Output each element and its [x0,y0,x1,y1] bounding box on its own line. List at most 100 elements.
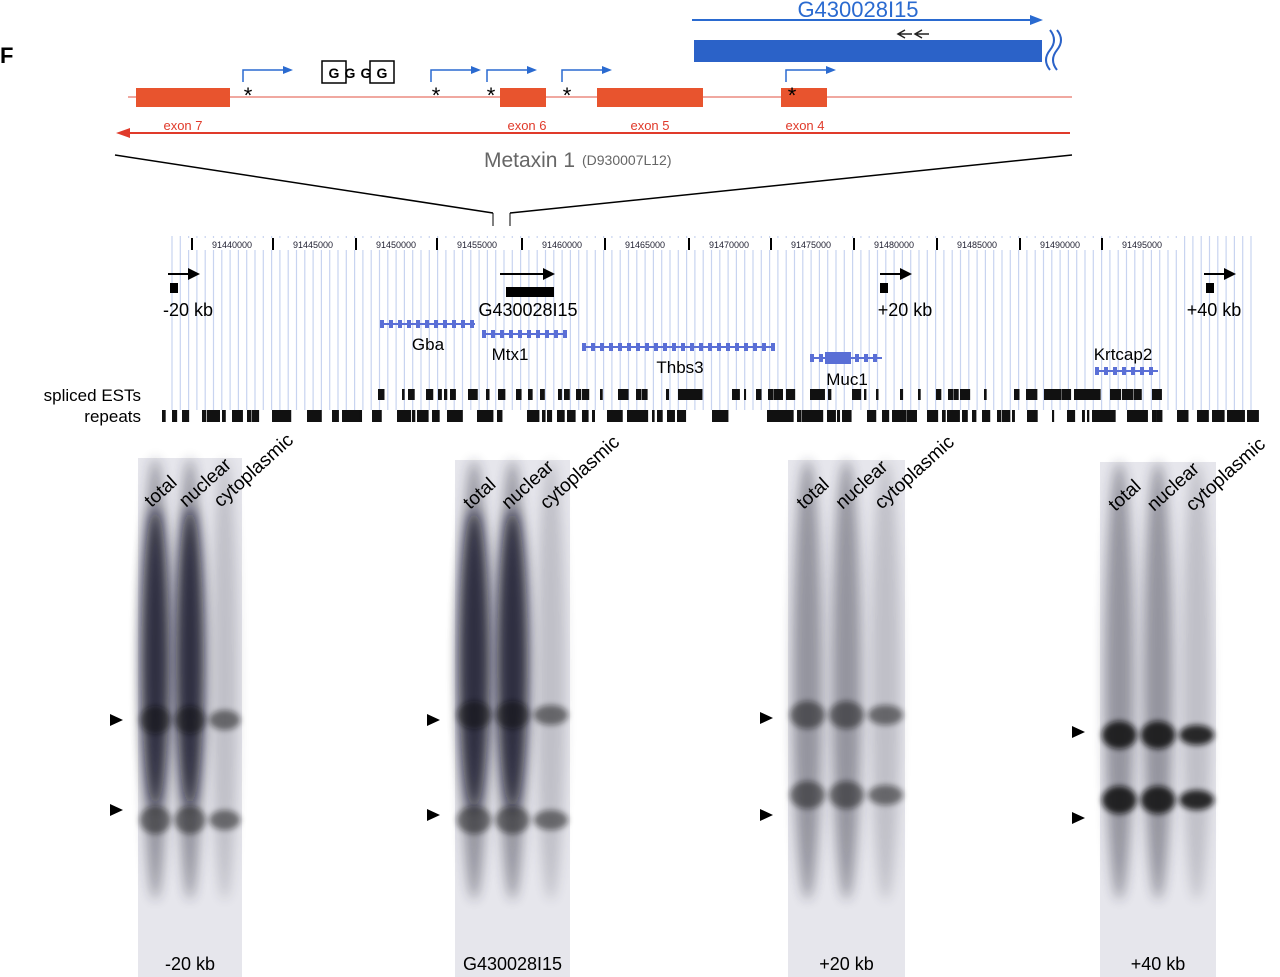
repeat-block [997,410,1002,422]
repeat-block [497,410,503,422]
coordinate: 91475000 [791,240,831,250]
exon-box [380,320,384,328]
est-block [948,389,954,400]
smear [1143,462,1173,900]
band [867,785,904,805]
star: * [432,83,441,108]
arrow-head [900,268,912,280]
repeat-block [287,410,292,422]
repeat-block [907,410,917,422]
repeat-block [1137,410,1148,422]
est-block [858,389,862,400]
repeat-block [567,410,576,422]
exon-box [708,343,712,351]
est-block [690,389,698,400]
band [1179,725,1215,745]
est-block [756,389,762,400]
exon-box [726,343,730,351]
est-block [828,389,832,400]
repeat-block [372,410,380,422]
repeat-block [1152,410,1157,422]
est-block [558,389,562,400]
star: * [788,83,797,108]
exon-box [1131,367,1135,375]
arrowhead-marker [110,714,123,726]
repeat-block [202,410,207,422]
exon-box [536,330,540,338]
repeat-block [432,410,440,422]
gene-alias: (D930007L12) [582,152,672,168]
est-block [966,389,971,400]
coordinate: 91445000 [293,240,333,250]
exon-box [681,343,685,351]
probe-box [1206,283,1214,293]
repeat-block [542,410,546,422]
probe-label: +20 kb [878,300,933,320]
repeat-block [557,410,565,422]
est-block [1110,389,1117,400]
exon-box [461,320,465,328]
promoter-arrow [785,69,828,82]
arrow-head [1224,268,1236,280]
band [209,810,241,830]
coordinate: 91465000 [625,240,665,250]
repeat-block [892,410,899,422]
band [828,781,865,809]
est-block [1134,389,1142,400]
est-block [1050,389,1060,400]
repeat-block [772,410,779,422]
est-block [876,389,879,400]
exon-box [609,343,613,351]
repeat-block [887,410,890,422]
repeat-block [1087,410,1090,422]
repeat-block [1217,410,1225,422]
exon-box [1149,367,1153,375]
genome-browser: 91440000 91445000 91450000 91455000 91460000… [162,236,1259,422]
track-label: spliced ESTs [44,386,141,405]
est-block [1122,389,1131,400]
repeat-block [652,410,655,422]
est-block [408,389,415,400]
exon-box [500,330,504,338]
repeat-block [207,410,213,422]
repeat-block [982,410,991,422]
star: * [563,83,572,108]
coordinate: 91470000 [709,240,749,250]
g-letter: G [329,65,340,81]
repeat-block [1112,410,1115,422]
exon-box [864,354,868,362]
gene-label: Krtcap2 [1094,345,1153,364]
exon-box [591,343,595,351]
repeat-block [897,410,907,422]
band [139,706,171,734]
repeat-block [317,410,322,422]
star: * [244,83,253,108]
exon-box [416,320,420,328]
gene-label: Mtx1 [492,345,529,364]
repeat-block [912,410,917,422]
repeat-block [347,410,353,422]
promoter-arrow [242,69,285,82]
probe-label: +40 kb [1187,300,1242,320]
arrow-head [826,66,836,74]
repeat-block [952,410,958,422]
est-block [960,389,968,400]
smear [792,460,823,900]
repeat-block [802,410,809,422]
repeat-block [482,410,489,422]
repeat-block [1247,410,1259,422]
repeat-block [942,410,946,422]
est-block [810,389,818,400]
arrowhead-marker [760,712,773,724]
repeat-block [932,410,939,422]
band [456,701,492,729]
est-block [426,389,434,400]
est-block [1086,389,1096,400]
repeat-block [412,410,416,422]
smear [536,460,566,900]
band [174,706,206,734]
est-block [444,389,448,400]
repeat-block [377,410,382,422]
coordinate: 91495000 [1122,240,1162,250]
est-block [1032,389,1038,400]
